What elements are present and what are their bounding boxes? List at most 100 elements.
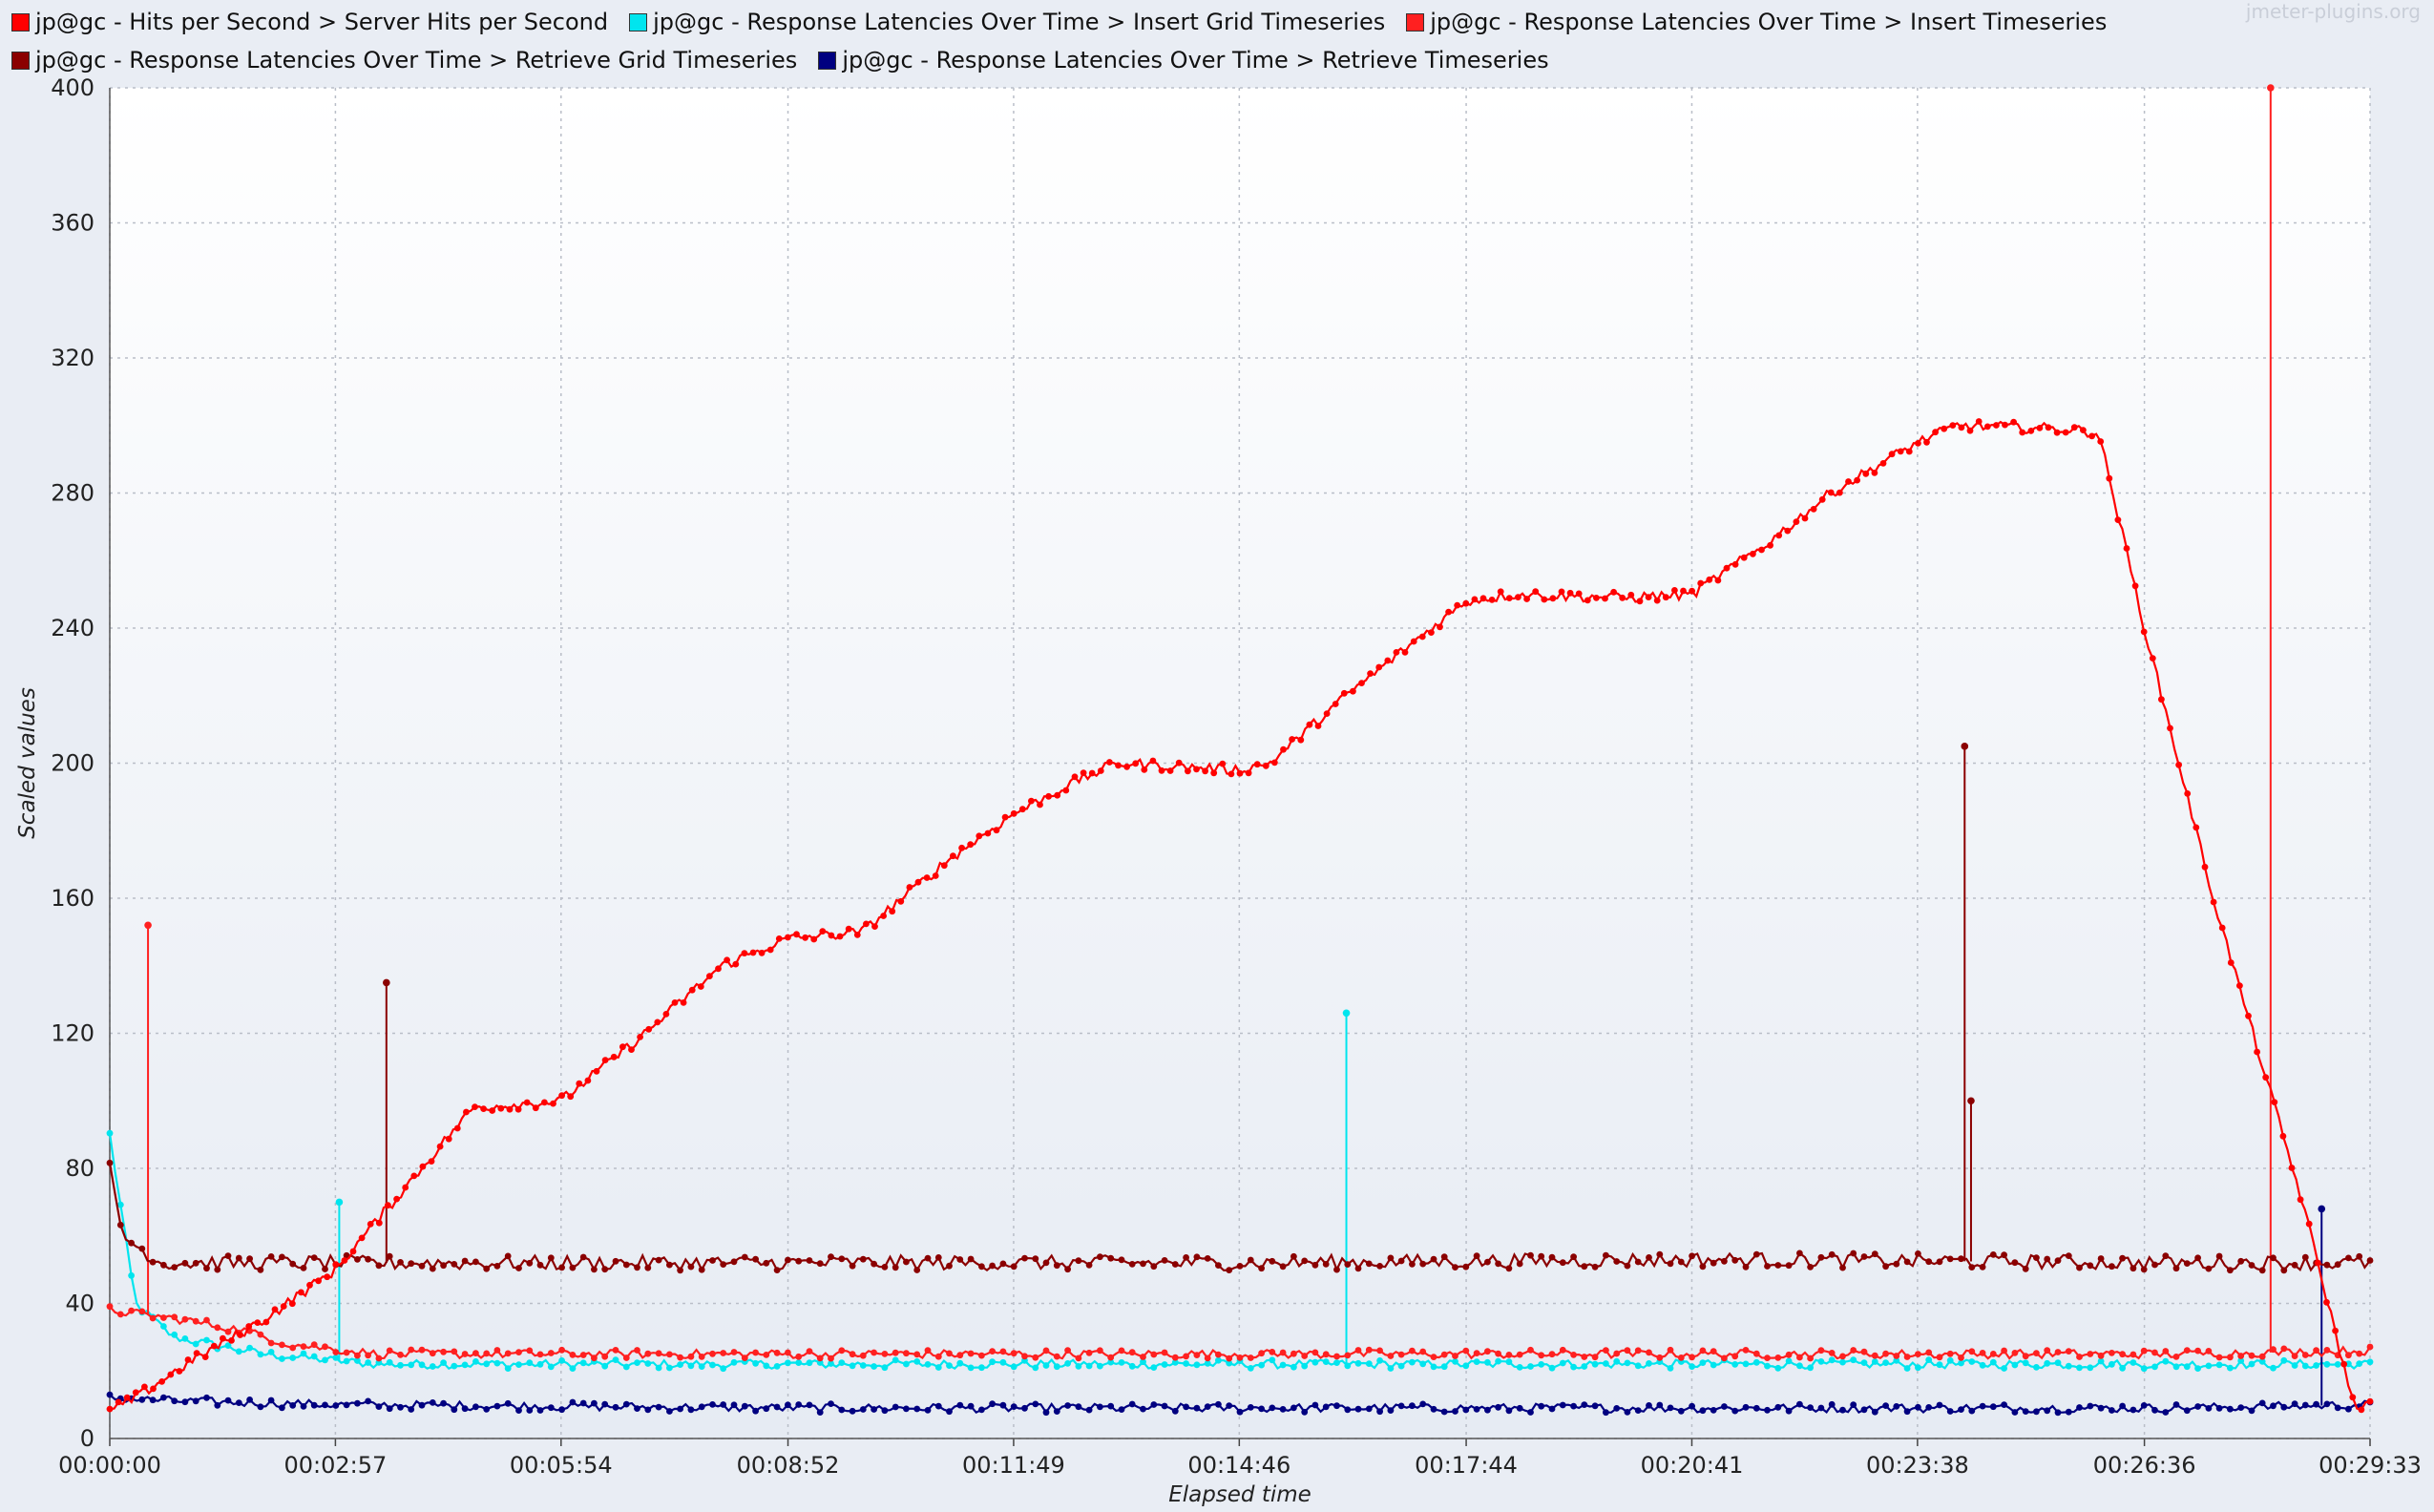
data-point: [1710, 1361, 1717, 1369]
data-point: [2109, 1263, 2115, 1270]
data-point: [2194, 1254, 2202, 1262]
data-point: [480, 1105, 487, 1112]
data-point: [2183, 1363, 2191, 1371]
data-point: [698, 1354, 705, 1360]
data-point: [1527, 1363, 1534, 1370]
data-point: [863, 920, 870, 928]
data-point: [1028, 797, 1035, 805]
data-point: [758, 949, 766, 956]
data-point: [1667, 1346, 1674, 1354]
data-point: [752, 1359, 759, 1367]
data-point: [655, 1350, 662, 1357]
data-point: [698, 1363, 705, 1370]
data-point: [440, 1399, 447, 1407]
data-point: [1118, 1347, 1125, 1354]
data-point: [1656, 1354, 1664, 1361]
data-point: [1714, 577, 1722, 584]
data-point: [993, 827, 1000, 834]
data-point: [1107, 1402, 1115, 1410]
legend-label: jp@gc - Response Latencies Over Time > I…: [1430, 9, 2108, 35]
data-point: [558, 1357, 565, 1364]
data-point: [1236, 769, 1244, 777]
data-point: [2345, 1405, 2352, 1413]
data-point: [1488, 597, 1496, 603]
data-point: [1473, 1358, 1480, 1365]
data-point: [1440, 1351, 1448, 1358]
data-point: [472, 1350, 479, 1356]
data-point: [1064, 1402, 1071, 1409]
data-point: [1610, 588, 1617, 596]
data-point: [2358, 1406, 2365, 1414]
data-point: [763, 1405, 770, 1413]
data-point: [1290, 1252, 1297, 1260]
data-point: [115, 1398, 122, 1406]
data-point: [504, 1350, 512, 1357]
data-point: [752, 1349, 759, 1356]
data-point: [677, 1267, 683, 1274]
data-point: [1021, 1353, 1028, 1360]
data-point: [550, 1100, 556, 1107]
data-point: [2158, 696, 2165, 704]
data-point: [946, 1350, 953, 1357]
data-point: [483, 1350, 491, 1357]
data-point: [1075, 1257, 1082, 1265]
data-point: [2305, 1220, 2313, 1228]
data-point: [1903, 1354, 1911, 1360]
data-point: [1183, 1353, 1189, 1360]
data-point: [2097, 438, 2105, 445]
data-point: [1613, 1258, 1621, 1265]
data-point: [1128, 1261, 1136, 1268]
x-tick-label: 00:17:44: [1415, 1452, 1518, 1479]
data-point: [666, 1408, 673, 1415]
data-point: [1946, 1350, 1954, 1357]
data-point: [1527, 1251, 1534, 1259]
data-point: [1053, 1363, 1060, 1371]
data-point: [1419, 1360, 1427, 1368]
data-point: [1171, 1407, 1179, 1415]
data-point: [849, 1407, 856, 1415]
data-point: [428, 1158, 435, 1165]
data-point: [526, 1359, 534, 1367]
data-point: [612, 1347, 619, 1354]
data-point: [2215, 1252, 2223, 1260]
data-point: [1354, 1347, 1362, 1354]
data-point: [1936, 1401, 1943, 1409]
data-point: [1742, 1360, 1750, 1368]
data-point: [375, 1403, 383, 1410]
data-point: [2271, 1099, 2278, 1105]
data-point: [1045, 792, 1052, 800]
data-point: [2011, 1361, 2019, 1369]
data-point: [451, 1348, 458, 1355]
data-point: [1479, 595, 1487, 602]
data-point: [2053, 429, 2061, 436]
data-point: [1818, 495, 1826, 503]
data-point: [1774, 1354, 1782, 1361]
data-point: [1280, 746, 1287, 753]
data-point: [741, 1354, 748, 1361]
data-point: [1365, 1405, 1373, 1413]
data-point: [461, 1257, 469, 1265]
data-point: [2291, 1362, 2298, 1369]
data-point: [601, 1400, 609, 1408]
data-point: [2130, 1406, 2137, 1414]
data-point: [1430, 1363, 1437, 1371]
data-point: [1706, 576, 1713, 583]
data-point: [1344, 1406, 1352, 1414]
data-point: [246, 1344, 253, 1352]
data-point: [1297, 736, 1305, 744]
data-point: [984, 830, 992, 837]
data-point: [123, 1394, 131, 1401]
data-point: [1269, 1404, 1276, 1412]
data-point: [2340, 1360, 2348, 1368]
data-point: [655, 1403, 662, 1411]
data-point: [816, 1354, 824, 1362]
data-point: [2356, 1350, 2363, 1357]
data-point: [2210, 898, 2217, 906]
data-point: [386, 1358, 393, 1366]
data-point: [1740, 554, 1748, 561]
data-point: [1401, 649, 1409, 656]
data-point: [1538, 1252, 1545, 1260]
data-point: [1968, 1264, 1976, 1270]
data-point: [2140, 1347, 2148, 1354]
